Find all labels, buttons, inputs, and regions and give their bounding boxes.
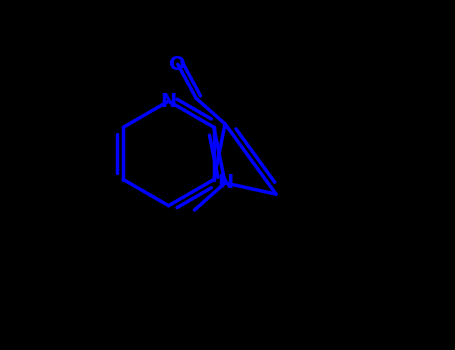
Text: O: O xyxy=(169,55,186,74)
Text: N: N xyxy=(161,92,177,111)
Text: N: N xyxy=(217,173,233,193)
